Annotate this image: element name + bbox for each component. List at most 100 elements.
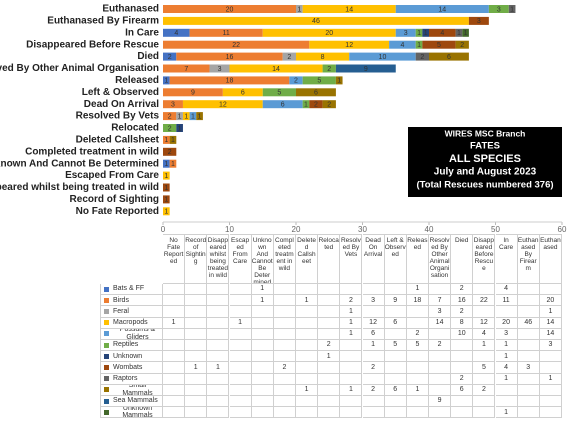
table-cell: 3 (539, 340, 562, 352)
data-label: 3 (171, 102, 175, 109)
bar-segment (296, 5, 303, 13)
table-cell (273, 306, 296, 318)
legend-label: Unknown (113, 352, 143, 360)
table-cell: 1 (251, 295, 274, 307)
data-label: 1 (164, 197, 168, 204)
table-cell (517, 373, 540, 385)
data-label: 4 (440, 30, 444, 37)
table-cell: 1 (185, 362, 208, 374)
table-cell (406, 407, 429, 419)
legend-swatch (104, 308, 109, 314)
data-label: 1 (164, 185, 168, 192)
table-cell (251, 407, 274, 419)
table-cell: 1 (539, 373, 562, 385)
table-cell (185, 384, 208, 396)
table-cell (384, 362, 407, 374)
data-label: 46 (312, 18, 320, 25)
data-label: 2 (294, 78, 298, 85)
bar-segment (302, 76, 336, 85)
table-cell (406, 396, 429, 408)
table-cell (473, 407, 496, 419)
data-label: 1 (464, 30, 468, 37)
table-cell (207, 396, 230, 408)
table-cell (384, 373, 407, 385)
data-label: 1 (457, 30, 461, 37)
table-cell (163, 295, 186, 307)
table-cell (207, 295, 230, 307)
table-cell (251, 306, 274, 318)
column-header: In Care (495, 234, 518, 284)
table-cell: 20 (495, 317, 518, 329)
bar-segment (176, 124, 183, 132)
data-label: 6 (314, 90, 318, 97)
table-cell (185, 306, 208, 318)
table-cell (517, 284, 540, 296)
category-label: Completed treatment in wild (25, 146, 159, 157)
table-cell (384, 306, 407, 318)
bar-segment (282, 52, 296, 61)
table-cell (185, 351, 208, 363)
data-label: 2 (168, 125, 172, 132)
bar-segment (176, 52, 283, 61)
data-label: 3 (477, 18, 481, 25)
table-cell: 9 (384, 295, 407, 307)
table-cell: 2 (273, 362, 296, 374)
column-header: Disappeared whilst being treated in wild (207, 234, 230, 284)
annotation: July and August 2023 (434, 167, 537, 178)
table-cell (451, 351, 474, 363)
data-label: 6 (281, 102, 285, 109)
category-label: Deleted Callsheet (76, 135, 160, 146)
table-cell: 4 (495, 362, 518, 374)
table-cell (251, 328, 274, 340)
data-label: 20 (325, 30, 333, 37)
bar-segment (163, 40, 310, 49)
row-label: Reptiles (100, 340, 163, 352)
table-cell: 2 (362, 362, 385, 374)
bar-segment (163, 147, 177, 156)
column-header: Escaped From Care (229, 234, 252, 284)
table-cell (296, 351, 319, 363)
table-cell (429, 373, 452, 385)
legend-label: Unknown Mammals (122, 407, 153, 419)
data-label: 4 (174, 30, 178, 37)
x-tick-label: 10 (225, 225, 234, 234)
data-label: 1 (164, 209, 168, 216)
annotation: FATES (470, 141, 500, 152)
table-cell (185, 340, 208, 352)
legend-swatch (104, 331, 109, 337)
table-cell (429, 362, 452, 374)
table-cell: 3 (362, 295, 385, 307)
table-cell (296, 306, 319, 318)
data-label: 16 (226, 54, 234, 61)
table-cell (539, 396, 562, 408)
table-cell (517, 306, 540, 318)
table-cell (495, 384, 518, 396)
table-cell (229, 284, 252, 296)
table-cell (207, 351, 230, 363)
category-label: Resolved By Vets (76, 111, 160, 122)
table-cell (362, 306, 385, 318)
column-header: Unknown And Cannot Be Determined (251, 234, 274, 284)
table-cell: 6 (384, 384, 407, 396)
bar-segment (302, 5, 396, 13)
table-cell (273, 328, 296, 340)
table-cell (318, 373, 341, 385)
table-cell: 1 (229, 317, 252, 329)
legend-label: Small Mammals (122, 384, 153, 396)
table-cell (318, 396, 341, 408)
table-cell: 2 (451, 284, 474, 296)
data-label: 2 (287, 54, 291, 61)
column-header: Died (451, 234, 474, 284)
table-cell: 6 (384, 317, 407, 329)
data-label: 4 (400, 42, 404, 49)
data-label: 2 (314, 102, 318, 109)
table-cell (207, 340, 230, 352)
category-label: Released (115, 75, 159, 86)
bar-segment (349, 52, 416, 61)
table-cell (362, 396, 385, 408)
legend-swatch (104, 286, 109, 292)
category-label: In Care (125, 27, 159, 38)
bar-segment (163, 135, 170, 144)
annotation-box (408, 127, 562, 197)
table-cell (340, 396, 363, 408)
